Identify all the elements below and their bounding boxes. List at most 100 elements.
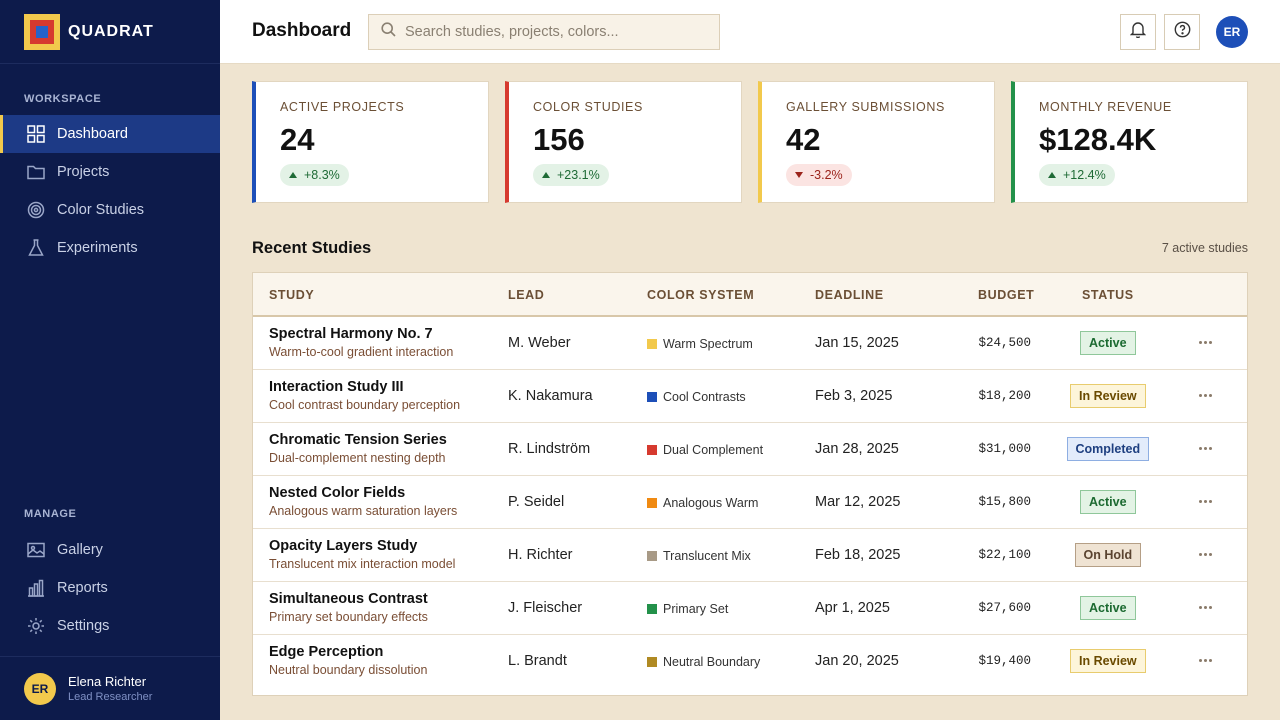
table-row[interactable]: Interaction Study III Cool contrast bound… — [253, 370, 1247, 423]
study-description: Warm-to-cool gradient interaction — [269, 345, 454, 359]
sidebar-item-experiments[interactable]: Experiments — [0, 229, 220, 267]
column-header-color-system[interactable]: COLOR SYSTEM — [647, 288, 755, 302]
study-description: Cool contrast boundary perception — [269, 398, 461, 412]
sidebar-item-reports[interactable]: Reports — [0, 569, 220, 607]
notifications-button[interactable] — [1120, 14, 1156, 50]
study-cell: Nested Color Fields Analogous warm satura… — [269, 485, 457, 518]
more-options-icon[interactable] — [1199, 553, 1212, 556]
stat-value: 42 — [786, 122, 821, 157]
sidebar-item-color-studies[interactable]: Color Studies — [0, 191, 220, 229]
workspace-section-label: WORKSPACE — [24, 93, 102, 105]
search-bar[interactable] — [368, 14, 720, 50]
stat-value: $128.4K — [1039, 122, 1157, 157]
study-cell: Opacity Layers Study Translucent mix inte… — [269, 538, 455, 571]
sidebar-item-label: Dashboard — [57, 126, 128, 142]
more-options-icon[interactable] — [1199, 394, 1212, 397]
study-name[interactable]: Interaction Study III — [269, 379, 404, 395]
trend-up-icon — [542, 172, 550, 178]
more-options-icon[interactable] — [1199, 500, 1212, 503]
color-system: Warm Spectrum — [647, 337, 753, 351]
sidebar-item-projects[interactable]: Projects — [0, 153, 220, 191]
more-options-icon[interactable] — [1199, 341, 1212, 344]
column-header-budget[interactable]: BUDGET — [978, 288, 1035, 302]
brand-name: QUADRAT — [68, 22, 154, 40]
stat-change: +23.1% — [557, 168, 600, 182]
color-system: Neutral Boundary — [647, 655, 760, 669]
table-row[interactable]: Edge Perception Neutral boundary dissolut… — [253, 635, 1247, 688]
study-description: Dual-complement nesting depth — [269, 451, 446, 465]
budget: $27,600 — [978, 601, 1031, 615]
study-name[interactable]: Opacity Layers Study — [269, 538, 418, 554]
column-header-lead[interactable]: LEAD — [508, 288, 545, 302]
search-input[interactable] — [405, 24, 705, 40]
bar-chart-icon — [26, 578, 46, 598]
studies-table: STUDY LEAD COLOR SYSTEM DEADLINE BUDGET … — [252, 272, 1248, 696]
study-cell: Spectral Harmony No. 7 Warm-to-cool gradi… — [269, 326, 453, 359]
status-badge: Active — [1080, 596, 1136, 620]
study-name[interactable]: Spectral Harmony No. 7 — [269, 326, 433, 342]
table-row[interactable]: Spectral Harmony No. 7 Warm-to-cool gradi… — [253, 317, 1247, 370]
table-row[interactable]: Opacity Layers Study Translucent mix inte… — [253, 529, 1247, 582]
deadline: Apr 1, 2025 — [815, 600, 890, 616]
stat-change-badge: +12.4% — [1039, 164, 1115, 186]
stat-value: 156 — [533, 122, 585, 157]
sidebar: QUADRAT WORKSPACE Dashboard Projects Col… — [0, 0, 220, 720]
stat-change: +8.3% — [304, 168, 340, 182]
column-header-deadline[interactable]: DEADLINE — [815, 288, 884, 302]
more-options-icon[interactable] — [1199, 447, 1212, 450]
sidebar-item-settings[interactable]: Settings — [0, 607, 220, 645]
stat-change: -3.2% — [810, 168, 843, 182]
sidebar-item-dashboard[interactable]: Dashboard — [0, 115, 220, 153]
sidebar-item-gallery[interactable]: Gallery — [0, 531, 220, 569]
stat-change-badge: +23.1% — [533, 164, 609, 186]
color-system-label: Cool Contrasts — [663, 390, 746, 404]
status-badge: Active — [1080, 331, 1136, 355]
color-system-label: Dual Complement — [663, 443, 764, 457]
help-icon — [1174, 21, 1191, 43]
table-row[interactable]: Chromatic Tension Series Dual-complement … — [253, 423, 1247, 476]
budget: $31,000 — [978, 442, 1031, 456]
color-system-label: Primary Set — [663, 602, 729, 616]
study-name[interactable]: Edge Perception — [269, 644, 384, 660]
page-title: Dashboard — [252, 20, 352, 41]
image-icon — [26, 540, 46, 560]
help-button[interactable] — [1164, 14, 1200, 50]
table-row[interactable]: Simultaneous Contrast Primary set boundar… — [253, 582, 1247, 635]
user-avatar: ER — [24, 672, 56, 705]
deadline: Jan 15, 2025 — [815, 335, 899, 351]
stat-change-badge: +8.3% — [280, 164, 349, 186]
table-body: Spectral Harmony No. 7 Warm-to-cool gradi… — [253, 317, 1247, 688]
lead-name: R. Lindström — [508, 441, 591, 457]
lead-name: K. Nakamura — [508, 388, 593, 404]
search-icon — [381, 22, 396, 42]
more-options-icon[interactable] — [1199, 659, 1212, 662]
color-system-label: Neutral Boundary — [663, 655, 761, 669]
color-system: Cool Contrasts — [647, 390, 746, 404]
lead-name: P. Seidel — [508, 494, 565, 510]
study-name[interactable]: Chromatic Tension Series — [269, 432, 447, 448]
color-swatch — [647, 657, 657, 667]
folder-icon — [26, 162, 46, 182]
study-name[interactable]: Nested Color Fields — [269, 485, 406, 501]
stat-change-badge: -3.2% — [786, 164, 852, 186]
user-profile[interactable]: ER Elena Richter Lead Researcher — [0, 656, 220, 720]
study-name[interactable]: Simultaneous Contrast — [269, 591, 428, 607]
brand[interactable]: QUADRAT — [0, 0, 220, 64]
flask-icon — [26, 238, 46, 258]
more-options-icon[interactable] — [1199, 606, 1212, 609]
stat-card-monthly-revenue: MONTHLY REVENUE $128.4K +12.4% — [1011, 81, 1248, 203]
bell-icon — [1129, 21, 1147, 43]
workspace-nav: Dashboard Projects Color Studies Experim… — [0, 115, 220, 267]
column-header-study[interactable]: STUDY — [269, 288, 315, 302]
stat-label: GALLERY SUBMISSIONS — [786, 100, 945, 114]
study-description: Translucent mix interaction model — [269, 557, 456, 571]
user-role: Lead Researcher — [68, 691, 153, 703]
quadrat-logo — [24, 13, 60, 50]
deadline: Feb 18, 2025 — [815, 547, 901, 563]
header-avatar[interactable]: ER — [1216, 16, 1248, 48]
lead-name: M. Weber — [508, 335, 571, 351]
column-header-status[interactable]: STATUS — [1082, 288, 1134, 302]
stat-card-gallery-submissions: GALLERY SUBMISSIONS 42 -3.2% — [758, 81, 995, 203]
stat-card-active-projects: ACTIVE PROJECTS 24 +8.3% — [252, 81, 489, 203]
table-row[interactable]: Nested Color Fields Analogous warm satura… — [253, 476, 1247, 529]
